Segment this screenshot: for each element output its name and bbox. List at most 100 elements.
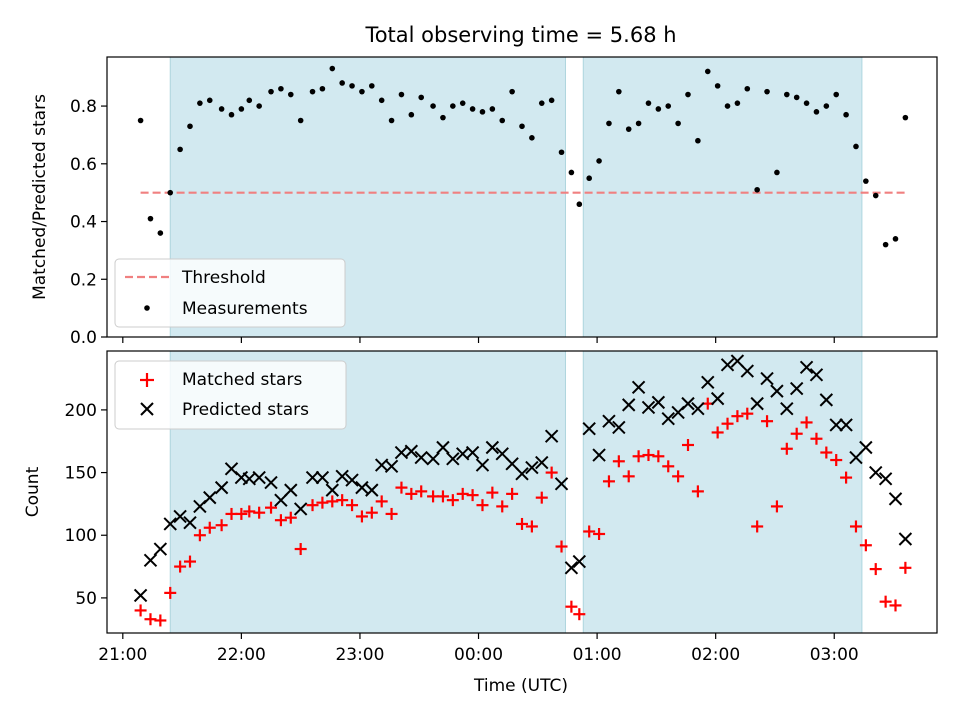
predicted-point xyxy=(183,515,197,530)
predicted-point xyxy=(335,469,349,484)
measurement-point xyxy=(734,100,741,106)
measurement-point xyxy=(309,88,316,95)
predicted-point xyxy=(133,588,148,603)
predicted-point xyxy=(859,440,873,455)
predicted-point-b xyxy=(143,553,158,568)
predicted-point-b xyxy=(525,460,539,475)
matched-point xyxy=(573,608,586,621)
matched-point xyxy=(486,486,499,499)
legend-predicted-label: Predicted stars xyxy=(182,400,309,420)
measurement-point xyxy=(339,80,345,86)
predicted-point-b xyxy=(335,469,349,484)
measurement-point xyxy=(764,88,770,95)
matched-point xyxy=(662,460,675,473)
matched-point xyxy=(711,426,724,439)
predicted-point xyxy=(305,470,320,485)
predicted-point-b xyxy=(173,509,187,524)
legend-matched-swatch xyxy=(140,373,154,387)
matched-point xyxy=(731,410,744,423)
shaded-interval-2 xyxy=(582,350,863,634)
matched-point xyxy=(810,432,823,445)
predicted-point-b xyxy=(325,483,339,497)
predicted-point xyxy=(878,472,893,486)
matched-point xyxy=(869,563,882,576)
top-legend: Threshold Measurements xyxy=(114,258,346,328)
predicted-point xyxy=(384,459,399,474)
predicted-point-b xyxy=(436,440,450,455)
matched-point xyxy=(682,439,694,451)
measurement-point xyxy=(177,146,183,153)
legend-matched-label: Matched stars xyxy=(182,370,302,390)
matched-point xyxy=(294,543,307,556)
predicted-point-b xyxy=(456,447,470,461)
predicted-point-b xyxy=(133,588,148,603)
matched-point xyxy=(243,505,256,518)
predicted-point xyxy=(475,458,490,472)
predicted-point xyxy=(544,429,559,443)
matched-point xyxy=(355,510,368,523)
measurement-point xyxy=(843,111,849,118)
measurement-point xyxy=(297,117,304,124)
bottom-panel: 50 100 150 200 21:00 22:00 23:00 00:00 01:00 02:… xyxy=(23,350,938,696)
matched-point xyxy=(545,466,558,479)
predicted-point xyxy=(153,542,168,556)
predicted-point-b xyxy=(315,470,330,485)
matched-point xyxy=(466,489,479,502)
matched-point xyxy=(134,604,147,617)
measurement-point xyxy=(509,88,515,95)
measurement-point xyxy=(744,85,751,92)
predicted-point-b xyxy=(414,450,428,465)
predicted-point xyxy=(592,448,606,462)
y-tick-label: 0.4 xyxy=(70,213,97,233)
predicted-point xyxy=(720,358,735,372)
matched-point xyxy=(672,470,685,483)
predicted-point xyxy=(325,483,339,497)
predicted-point-b xyxy=(284,483,298,497)
matched-point xyxy=(405,487,418,500)
predicted-point-b xyxy=(305,470,320,485)
predicted-point-b xyxy=(701,375,715,390)
measurement-point xyxy=(459,100,466,106)
measurement-point xyxy=(218,106,225,112)
predicted-point xyxy=(436,440,450,455)
measurement-point xyxy=(529,135,535,141)
predicted-point xyxy=(661,411,675,426)
predicted-point xyxy=(525,460,539,475)
measurements-series xyxy=(137,65,909,248)
predicted-point-b xyxy=(214,480,229,495)
measurement-point xyxy=(228,111,235,118)
predicted-point xyxy=(681,396,695,411)
measurement-point xyxy=(576,201,583,208)
predicted-point-b xyxy=(572,554,587,569)
measurement-point xyxy=(157,230,164,236)
measurement-point xyxy=(538,100,545,106)
predicted-point xyxy=(284,483,298,497)
measurement-point xyxy=(558,149,565,156)
predicted-point-b xyxy=(799,360,814,375)
top-axes-frame xyxy=(106,56,938,338)
predicted-point xyxy=(252,470,266,485)
predicted-point-b xyxy=(878,472,893,486)
measurement-point xyxy=(548,97,555,104)
predicted-point xyxy=(465,445,480,460)
predicted-point xyxy=(365,483,379,497)
measurement-point xyxy=(519,123,525,130)
measurement-point xyxy=(349,83,355,89)
predicted-point xyxy=(414,450,428,465)
measurement-point xyxy=(440,114,446,121)
matched-point xyxy=(235,507,248,520)
predicted-point xyxy=(612,420,626,435)
predicted-point-b xyxy=(681,396,695,411)
predicted-point-b xyxy=(495,447,509,461)
predicted-point xyxy=(143,553,158,568)
y-tick-label: 150 xyxy=(65,464,97,484)
predicted-point xyxy=(809,368,824,382)
y-tick-label: 100 xyxy=(65,526,97,546)
measurement-point xyxy=(147,215,154,222)
measurement-point xyxy=(388,117,395,124)
predicted-point xyxy=(572,554,587,569)
predicted-point xyxy=(264,475,278,490)
predicted-point-b xyxy=(710,391,725,406)
measurement-point xyxy=(892,236,899,242)
